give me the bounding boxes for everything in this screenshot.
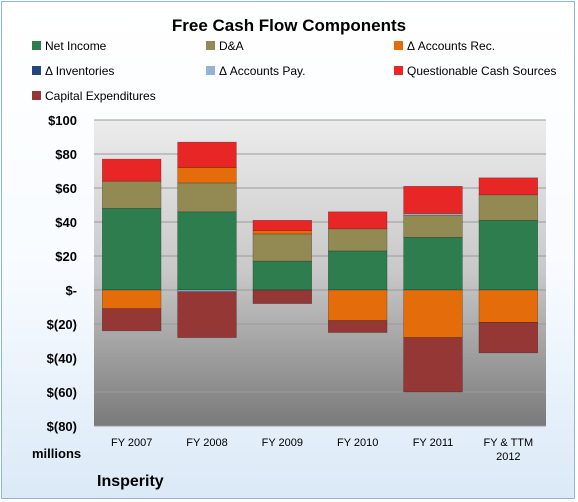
bar-net-income xyxy=(403,237,463,291)
bar-d-a xyxy=(101,180,162,209)
bar-questionable-cash-sources xyxy=(478,177,539,196)
plot-area xyxy=(94,120,546,426)
legend-label: Δ Accounts Pay. xyxy=(219,64,306,78)
x-tick-label: FY 2007 xyxy=(111,437,152,449)
company-name: Insperity xyxy=(97,473,164,490)
y-tick-label: $(80) xyxy=(47,419,77,434)
bar-capital-expenditures xyxy=(101,308,162,332)
legend-item-net-income: Net Income xyxy=(32,39,106,53)
x-tick-label: FY 2008 xyxy=(186,437,227,449)
legend-swatch xyxy=(32,41,41,50)
y-tick-label: $(60) xyxy=(47,385,77,400)
bar-d-a xyxy=(403,214,463,238)
bar-capital-expenditures xyxy=(252,289,313,304)
bar-questionable-cash-sources xyxy=(327,211,388,230)
bar-capital-expenditures xyxy=(403,337,463,393)
legend-label: D&A xyxy=(219,39,244,53)
bar-accounts-rec xyxy=(101,289,162,310)
x-tick-label: FY 2011 xyxy=(413,437,454,449)
y-tick-label: $(40) xyxy=(47,351,77,366)
bar-d-a xyxy=(478,194,539,221)
bar-net-income xyxy=(327,250,388,291)
legend-item-questionable-cash-sources: Questionable Cash Sources xyxy=(394,64,556,78)
legend-swatch xyxy=(206,66,215,75)
bar-accounts-rec xyxy=(478,289,539,323)
bar-d-a xyxy=(327,228,388,252)
legend-swatch xyxy=(32,91,41,100)
y-tick-label: $60 xyxy=(55,181,77,196)
y-tick-label: $100 xyxy=(48,113,77,128)
y-tick-label: $(20) xyxy=(47,317,77,332)
legend-swatch xyxy=(32,66,41,75)
y-tick-label: $80 xyxy=(55,147,77,162)
bar-d-a xyxy=(252,233,313,262)
unit-label: millions xyxy=(32,446,82,461)
bar-capital-expenditures xyxy=(478,321,539,354)
bar-net-income xyxy=(252,260,313,291)
legend-label: Capital Expenditures xyxy=(45,89,156,103)
legend-label: Questionable Cash Sources xyxy=(407,64,557,78)
legend-label: Δ Inventories xyxy=(45,64,115,78)
legend-item-accounts-rec: Δ Accounts Rec. xyxy=(394,39,495,53)
bar-accounts-rec xyxy=(177,167,237,184)
y-tick-label: $20 xyxy=(55,249,77,264)
legend-label: Net Income xyxy=(45,39,107,53)
x-tick-label: FY 2009 xyxy=(262,437,303,449)
bar-accounts-rec xyxy=(403,289,463,338)
bar-questionable-cash-sources xyxy=(403,186,463,214)
bar-accounts-rec xyxy=(252,230,313,235)
bar-net-income xyxy=(101,208,162,291)
bar-net-income xyxy=(177,211,237,291)
bar-questionable-cash-sources xyxy=(252,220,313,231)
bar-questionable-cash-sources xyxy=(101,158,162,182)
bar-accounts-rec xyxy=(327,289,388,321)
legend-item-capital-expenditures: Capital Expenditures xyxy=(32,89,156,103)
x-tick-label: FY 2010 xyxy=(337,437,378,449)
bar-capital-expenditures xyxy=(327,320,388,333)
y-tick-label: $- xyxy=(65,283,77,298)
legend-swatch xyxy=(394,66,403,75)
legend-swatch xyxy=(394,41,403,50)
x-tick-label: FY & TTM 2012 xyxy=(483,437,533,463)
legend-swatch xyxy=(206,41,215,50)
y-tick-label: $40 xyxy=(55,215,77,230)
legend-item-inventories: Δ Inventories xyxy=(32,64,114,78)
chart-title: Free Cash Flow Components xyxy=(171,16,407,35)
bar-questionable-cash-sources xyxy=(177,141,237,168)
legend-item-d-a: D&A xyxy=(206,39,244,53)
legend-label: Δ Accounts Rec. xyxy=(407,39,496,53)
bar-d-a xyxy=(177,182,237,213)
legend-item-accounts-pay: Δ Accounts Pay. xyxy=(206,64,306,78)
bar-net-income xyxy=(478,220,539,291)
bar-capital-expenditures xyxy=(177,291,237,338)
